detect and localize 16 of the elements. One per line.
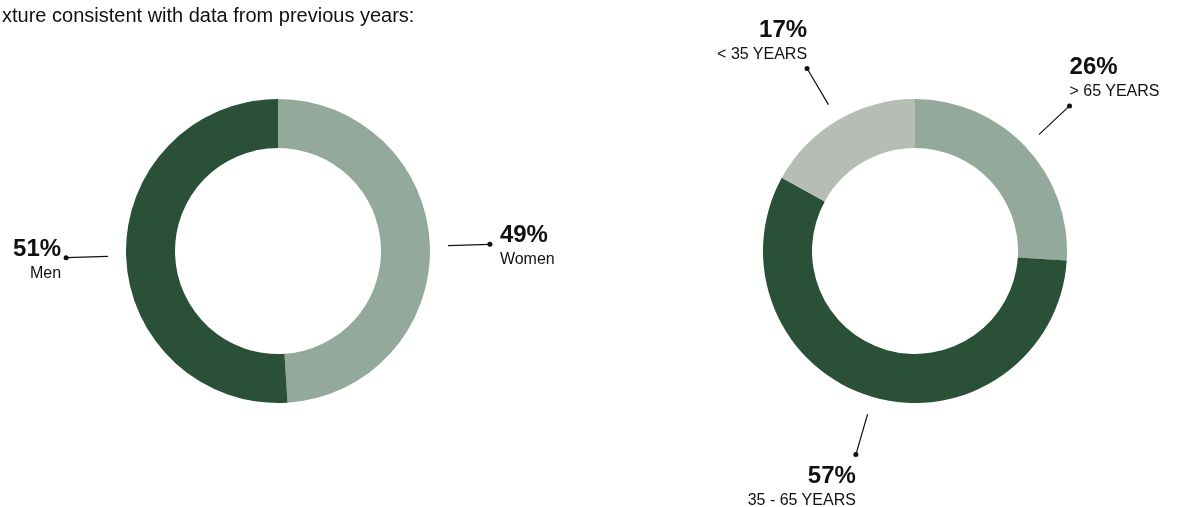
donut-slice [763, 177, 1067, 403]
donut-slice [915, 99, 1067, 261]
slice-label: Women [499, 250, 555, 268]
data-label: 26% [1069, 51, 1118, 79]
data-label: 49% [499, 220, 548, 248]
donut-slice [781, 99, 915, 202]
chart-title: xture consistent with data from previous years: [2, 4, 415, 26]
slice-label: < 35 YEARS [717, 44, 808, 62]
slice-label: > 65 YEARS [1069, 81, 1160, 99]
donut-slice [278, 99, 430, 403]
slice-label: 35 - 65 YEARS [747, 490, 856, 507]
data-label: 57% [807, 460, 856, 488]
donut-slice [126, 99, 288, 403]
data-label: 17% [759, 14, 808, 42]
slice-label: Men [29, 263, 62, 281]
data-label: 51% [13, 233, 62, 261]
